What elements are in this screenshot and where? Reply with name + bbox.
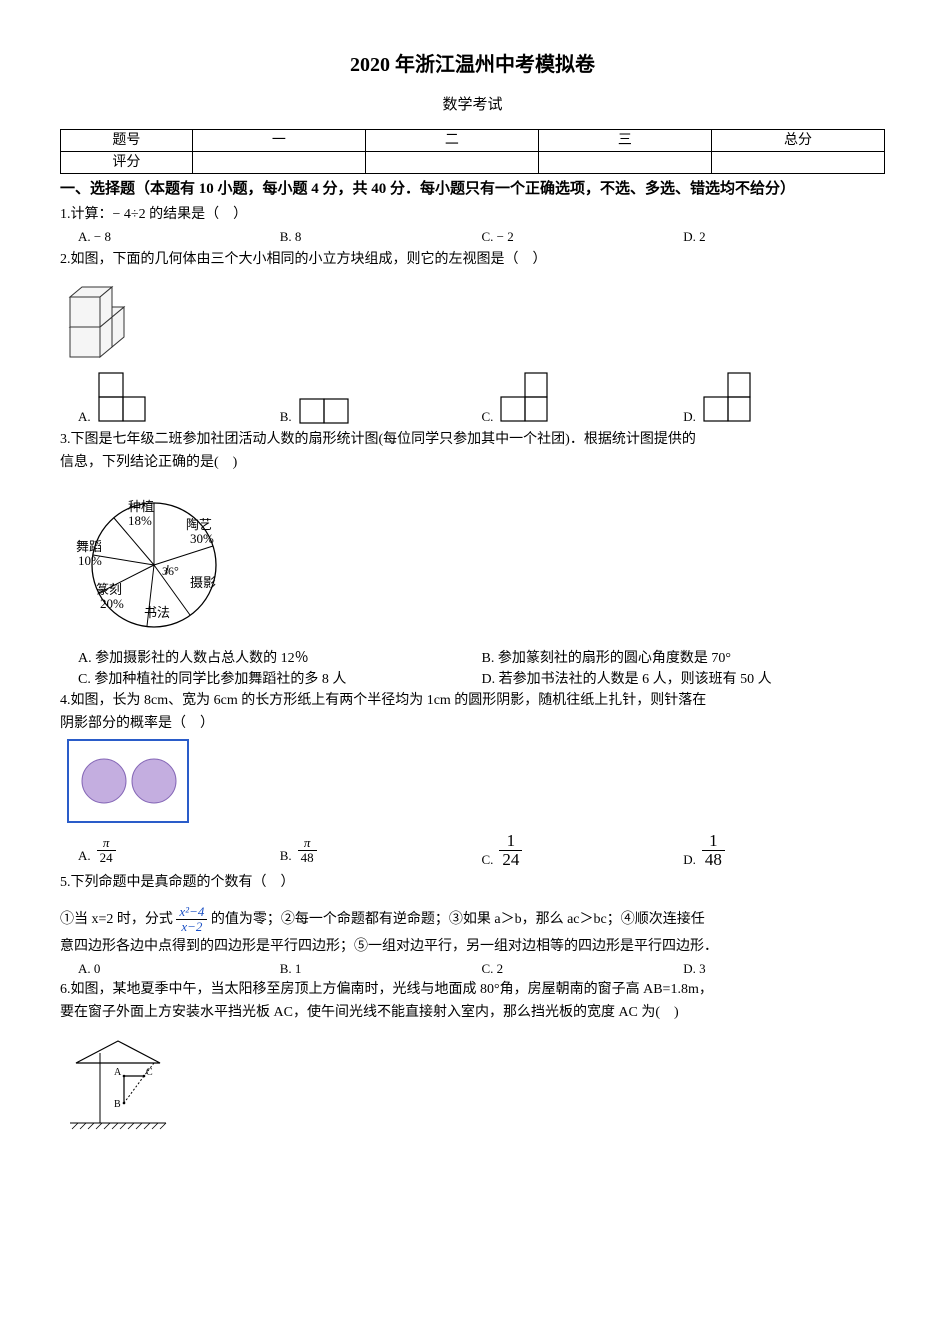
q5-opt-c: C. 2 (482, 959, 684, 979)
q5-opt-b: B. 1 (280, 959, 482, 979)
q4-opt-d-label: D. (683, 850, 696, 870)
question-3-line1: 3.下图是七年级二班参加社团活动人数的扇形统计图(每位同学只参加其中一个社团)．… (60, 429, 885, 450)
q2-opt-d-label: D. (683, 407, 696, 427)
cell: 总分 (711, 129, 884, 151)
q2-options: A. B. C. D. (60, 371, 885, 427)
q3-opt-c: C. 参加种植社的同学比参加舞蹈社的多 8 人 (78, 669, 482, 690)
q2-opt-a-label: A. (78, 407, 91, 427)
q4-options: A. π 24 B. π 48 C. 1 24 D. 1 48 (60, 832, 885, 870)
pie-label: 18% (128, 513, 152, 528)
pie-label: 20% (100, 596, 124, 611)
q5-body2: 意四边形各边中点得到的四边形是平行四边形；⑤一组对边平行，另一组对边相等的四边形… (60, 936, 885, 957)
q3-options-row1: A. 参加摄影社的人数占总人数的 12％ B. 参加篆刻社的扇形的圆心角度数是 … (60, 648, 885, 669)
cell: 题号 (61, 129, 193, 151)
q6-figure: A C B (66, 1031, 885, 1141)
pie-angle-label: 36° (162, 564, 179, 578)
q4-opt-b-label: B. (280, 846, 292, 866)
q2-opt-b-icon (298, 397, 352, 427)
pie-label: 舞蹈 (76, 539, 102, 554)
cell: 一 (192, 129, 365, 151)
pie-label: 书法 (144, 605, 170, 620)
pie-label: 10% (78, 553, 102, 568)
q4-opt-a-label: A. (78, 846, 91, 866)
question-5: 5.下列命题中是真命题的个数有（ ） (60, 872, 885, 893)
question-4-line1: 4.如图，长为 8cm、宽为 6cm 的长方形纸上有两个半径均为 1cm 的圆形… (60, 690, 885, 711)
q1-opt-c: C. − 2 (482, 227, 514, 247)
cell (365, 151, 538, 173)
pie-label: 种植 (128, 499, 154, 514)
score-table: 题号 一 二 三 总分 评分 (60, 129, 885, 174)
q5-opt-d: D. 3 (683, 959, 885, 979)
cubes-icon (60, 272, 150, 367)
cell (192, 151, 365, 173)
cell: 三 (538, 129, 711, 151)
question-4-line2: 阴影部分的概率是（ ） (60, 713, 885, 734)
pie-label: 陶艺 (186, 517, 212, 532)
section-heading: 一、选择题（本题有 10 小题，每小题 4 分，共 40 分．每小题只有一个正确… (60, 178, 885, 201)
page-subtitle: 数学考试 (60, 94, 885, 117)
question-3-line2: 信息，下列结论正确的是( ) (60, 452, 885, 473)
pie-chart-icon: 种植 18% 陶艺 30% 舞蹈 10% 篆刻 20% 书法 摄影 36° (66, 479, 251, 644)
q1-opt-a: A. − 8 (78, 227, 111, 247)
q3-opt-b: B. 参加篆刻社的扇形的圆心角度数是 70° (482, 648, 886, 669)
q1-opt-d: D. 2 (683, 227, 705, 247)
q5-body1b: 的值为零；②每一个命题都有逆命题；③如果 a＞b，那么 ac＞bc；④顺次连接任 (211, 912, 705, 927)
cell: 二 (365, 129, 538, 151)
q3-opt-d: D. 若参加书法社的人数是 6 人，则该班有 50 人 (482, 669, 886, 690)
q5-opt-a: A. 0 (78, 959, 280, 979)
svg-text:B: B (114, 1099, 121, 1110)
page-title: 2020 年浙江温州中考模拟卷 (60, 50, 885, 80)
q2-opt-d-icon (702, 371, 752, 427)
table-row: 评分 (61, 151, 885, 173)
q5-body1a: ①当 x=2 时，分式 (60, 912, 176, 927)
q3-opt-a: A. 参加摄影社的人数占总人数的 12％ (78, 648, 482, 669)
q2-opt-c-label: C. (482, 407, 494, 427)
q5-fraction: x²−4 x−2 (176, 905, 207, 935)
q2-3d-figure (60, 272, 885, 367)
pie-label: 摄影 (190, 575, 216, 590)
pie-label: 30% (190, 531, 214, 546)
q3-options-row2: C. 参加种植社的同学比参加舞蹈社的多 8 人 D. 若参加书法社的人数是 6 … (60, 669, 885, 690)
table-row: 题号 一 二 三 总分 (61, 129, 885, 151)
q4-figure (66, 738, 885, 828)
house-window-icon: A C B (66, 1031, 176, 1141)
q4-opt-b-frac: π 48 (298, 836, 317, 866)
cell (538, 151, 711, 173)
pie-label: 篆刻 (96, 582, 122, 597)
q5-options: A. 0 B. 1 C. 2 D. 3 (60, 959, 885, 979)
svg-text:A: A (114, 1067, 122, 1078)
cell: 评分 (61, 151, 193, 173)
q3-pie-chart: 种植 18% 陶艺 30% 舞蹈 10% 篆刻 20% 书法 摄影 36° (66, 479, 885, 644)
question-6-line2: 要在窗子外面上方安装水平挡光板 AC，使午间光线不能直接射入室内，那么挡光板的宽… (60, 1002, 885, 1023)
q5-body1: ①当 x=2 时，分式 x²−4 x−2 的值为零；②每一个命题都有逆命题；③如… (60, 905, 885, 935)
q4-opt-c-label: C. (482, 850, 494, 870)
q2-opt-c-icon (499, 371, 549, 427)
two-circles-icon (66, 738, 196, 828)
q1-opt-b: B. 8 (280, 227, 302, 247)
svg-text:C: C (146, 1067, 153, 1078)
question-1: 1.计算：− 4÷2 的结果是（ ） (60, 204, 885, 225)
q4-opt-c-frac: 1 24 (499, 832, 522, 870)
question-6-line1: 6.如图，某地夏季中午，当太阳移至房顶上方偏南时，光线与地面成 80°角，房屋朝… (60, 979, 885, 1000)
q1-options: A. − 8 B. 8 C. − 2 D. 2 (60, 227, 885, 247)
q4-opt-d-frac: 1 48 (702, 832, 725, 870)
q2-opt-b-label: B. (280, 407, 292, 427)
q2-opt-a-icon (97, 371, 147, 427)
q4-opt-a-frac: π 24 (97, 836, 116, 866)
cell (711, 151, 884, 173)
question-2: 2.如图，下面的几何体由三个大小相同的小立方块组成，则它的左视图是（ ） (60, 249, 885, 270)
